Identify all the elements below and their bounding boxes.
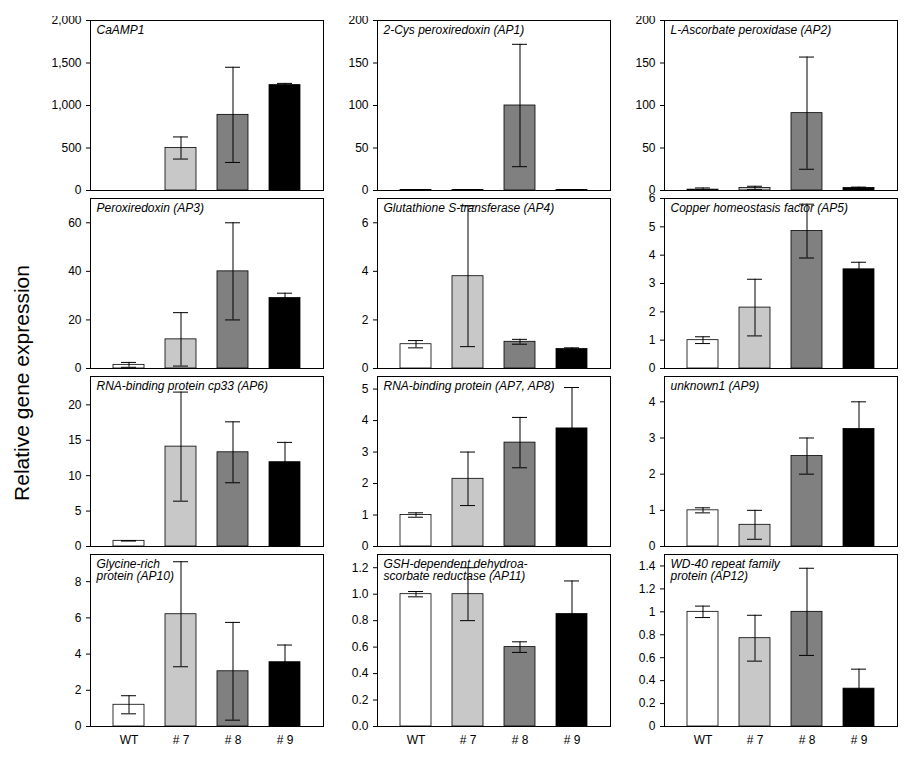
html-text:Relative gene expression: Relative gene expression xyxy=(10,265,33,501)
svg-text:3: 3 xyxy=(649,431,656,445)
svg-text:100: 100 xyxy=(635,98,655,112)
svg-text:1: 1 xyxy=(649,503,656,517)
svg-text:2: 2 xyxy=(649,305,656,319)
svg-text:L-Ascorbate peroxidase (AP2): L-Ascorbate peroxidase (AP2) xyxy=(671,23,832,37)
svg-text:2: 2 xyxy=(649,467,656,481)
svg-text:5: 5 xyxy=(362,382,369,396)
svg-text:40: 40 xyxy=(68,264,82,278)
svg-text:Glycine-richprotein (AP10): Glycine-richprotein (AP10) xyxy=(96,557,174,583)
svg-text:0.4: 0.4 xyxy=(639,673,656,687)
svg-text:1: 1 xyxy=(649,333,656,347)
svg-text:6: 6 xyxy=(362,216,369,230)
svg-text:150: 150 xyxy=(348,56,368,70)
svg-text:0: 0 xyxy=(362,539,369,550)
svg-text:Glutathione S-transferase (AP4: Glutathione S-transferase (AP4) xyxy=(384,201,555,215)
svg-text:4: 4 xyxy=(75,647,82,661)
svg-text:0: 0 xyxy=(75,183,82,194)
svg-text:0: 0 xyxy=(649,183,656,194)
svg-text:5: 5 xyxy=(649,220,656,234)
svg-text:20: 20 xyxy=(68,398,82,412)
svg-text:0: 0 xyxy=(362,183,369,194)
svg-text:1,000: 1,000 xyxy=(51,98,81,112)
svg-text:1.4: 1.4 xyxy=(639,559,656,573)
svg-text:GSH-dependent dehydroa-scorbat: GSH-dependent dehydroa-scorbate reductas… xyxy=(384,557,528,583)
svg-text:200: 200 xyxy=(348,16,368,27)
svg-text:0: 0 xyxy=(75,361,82,372)
svg-text:1.2: 1.2 xyxy=(639,582,656,596)
svg-text:# 9: # 9 xyxy=(851,733,868,747)
svg-text:CaAMP1: CaAMP1 xyxy=(97,23,145,37)
svg-text:15: 15 xyxy=(68,433,82,447)
svg-text:WD-40 repeat familyprotein (AP: WD-40 repeat familyprotein (AP12) xyxy=(670,557,781,583)
svg-text:0.4: 0.4 xyxy=(352,666,369,680)
svg-text:# 9: # 9 xyxy=(564,733,581,747)
svg-text:60: 60 xyxy=(68,216,82,230)
svg-text:RNA-binding protein (AP7, AP8): RNA-binding protein (AP7, AP8) xyxy=(384,379,555,393)
svg-text:0: 0 xyxy=(649,539,656,550)
svg-text:0.6: 0.6 xyxy=(639,651,656,665)
svg-text:4: 4 xyxy=(649,248,656,262)
svg-text:0: 0 xyxy=(649,719,656,733)
svg-text:3: 3 xyxy=(362,445,369,459)
svg-text:2: 2 xyxy=(75,683,82,697)
svg-text:0.8: 0.8 xyxy=(639,628,656,642)
svg-text:1: 1 xyxy=(649,605,656,619)
svg-text:# 9: # 9 xyxy=(277,733,294,747)
svg-text:200: 200 xyxy=(635,16,655,27)
svg-text:WT: WT xyxy=(694,733,713,747)
svg-text:50: 50 xyxy=(355,141,369,155)
svg-text:1.0: 1.0 xyxy=(352,587,369,601)
svg-text:5: 5 xyxy=(75,504,82,518)
svg-text:# 8: # 8 xyxy=(225,733,242,747)
svg-text:0: 0 xyxy=(649,361,656,372)
svg-text:Copper homeostasis factor (AP5: Copper homeostasis factor (AP5) xyxy=(671,201,848,215)
svg-text:1.2: 1.2 xyxy=(352,561,369,575)
svg-text:Peroxiredoxin (AP3): Peroxiredoxin (AP3) xyxy=(97,201,204,215)
svg-text:100: 100 xyxy=(348,98,368,112)
svg-text:0: 0 xyxy=(75,539,82,550)
svg-text:0: 0 xyxy=(362,361,369,372)
svg-text:WT: WT xyxy=(407,733,426,747)
svg-text:0: 0 xyxy=(75,719,82,733)
svg-text:0.6: 0.6 xyxy=(352,640,369,654)
svg-text:# 8: # 8 xyxy=(512,733,529,747)
svg-text:# 8: # 8 xyxy=(799,733,816,747)
svg-text:unknown1 (AP9): unknown1 (AP9) xyxy=(671,379,760,393)
svg-text:0.2: 0.2 xyxy=(352,693,369,707)
svg-text:0.2: 0.2 xyxy=(639,696,656,710)
svg-text:6: 6 xyxy=(649,194,656,205)
svg-text:2: 2 xyxy=(362,313,369,327)
svg-text:WT: WT xyxy=(120,733,139,747)
svg-text:500: 500 xyxy=(61,141,81,155)
svg-text:20: 20 xyxy=(68,313,82,327)
svg-text:6: 6 xyxy=(75,611,82,625)
svg-text:150: 150 xyxy=(635,56,655,70)
svg-text:3: 3 xyxy=(649,276,656,290)
svg-text:4: 4 xyxy=(362,264,369,278)
svg-text:0.8: 0.8 xyxy=(352,613,369,627)
svg-text:2-Cys peroxiredoxin (AP1): 2-Cys peroxiredoxin (AP1) xyxy=(383,23,525,37)
svg-text:8: 8 xyxy=(75,574,82,588)
svg-text:1,500: 1,500 xyxy=(51,56,81,70)
svg-text:10: 10 xyxy=(68,469,82,483)
svg-text:1: 1 xyxy=(362,508,369,522)
svg-text:# 7: # 7 xyxy=(460,733,477,747)
svg-text:4: 4 xyxy=(649,395,656,409)
svg-text:0.0: 0.0 xyxy=(352,719,369,733)
svg-text:RNA-binding protein cp33 (AP6): RNA-binding protein cp33 (AP6) xyxy=(97,379,268,393)
svg-text:50: 50 xyxy=(642,141,656,155)
svg-text:2,000: 2,000 xyxy=(51,16,81,27)
svg-text:# 7: # 7 xyxy=(747,733,764,747)
svg-text:2: 2 xyxy=(362,476,369,490)
svg-text:# 7: # 7 xyxy=(173,733,190,747)
svg-text:4: 4 xyxy=(362,413,369,427)
